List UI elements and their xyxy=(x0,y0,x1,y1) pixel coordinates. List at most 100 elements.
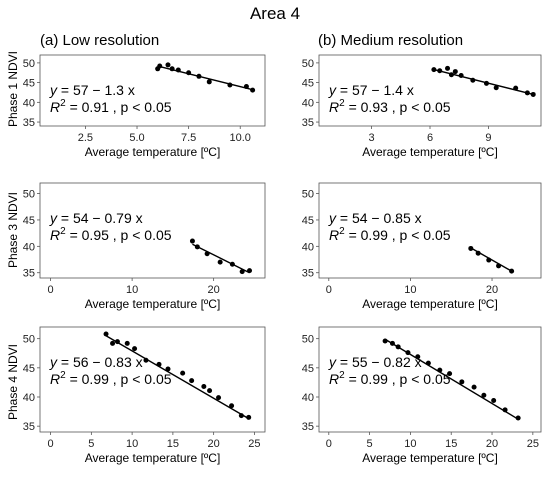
data-point xyxy=(524,90,530,96)
y-tick-label: 50 xyxy=(302,58,314,70)
figure-title: Area 4 xyxy=(250,4,300,23)
x-tick-label: 9 xyxy=(485,132,491,144)
regression-equation: y = 56 − 0.83 x xyxy=(49,354,143,370)
data-point xyxy=(493,85,499,91)
fit-line xyxy=(433,68,534,96)
data-point xyxy=(515,415,521,421)
data-point xyxy=(156,361,162,367)
data-point xyxy=(143,357,149,363)
r-squared-value: = 0.99 , p < 0.05 xyxy=(66,371,172,387)
r-superscript: 2 xyxy=(60,370,66,381)
y-tick-label: 45 xyxy=(302,215,314,227)
data-point xyxy=(194,244,200,250)
data-point xyxy=(217,259,223,265)
fit-line xyxy=(105,335,250,420)
x-tick-label: 3 xyxy=(369,132,375,144)
r-symbol: R xyxy=(329,99,339,115)
data-point xyxy=(459,379,465,385)
x-axis-label: Average temperature [ºC] xyxy=(85,451,221,465)
x-tick-label: 10 xyxy=(404,438,416,450)
data-point xyxy=(227,82,233,88)
y-tick-label: 50 xyxy=(302,189,314,201)
y-tick-label: 50 xyxy=(302,334,314,346)
r-superscript: 2 xyxy=(339,226,345,237)
x-tick-label: 25 xyxy=(248,438,260,450)
plot-frame xyxy=(39,54,266,127)
panel-6: 35 40 45 50 0 5 10 15 20 25 Average temperature [º… xyxy=(302,326,542,465)
x-tick-label: 10.0 xyxy=(230,132,251,144)
r-squared-text: R2 = 0.99 , p < 0.05 xyxy=(329,370,451,387)
column-title-medium: (b) Medium resolution xyxy=(318,32,463,49)
regression-equation: y = 57 − 1.3 x xyxy=(49,82,135,98)
data-point xyxy=(207,388,213,394)
r-squared-text: R2 = 0.99 , p < 0.05 xyxy=(329,226,451,243)
data-point xyxy=(447,371,453,377)
data-point xyxy=(204,251,210,257)
plot-frame xyxy=(318,182,542,279)
r-squared-value: = 0.99 , p < 0.05 xyxy=(345,227,451,243)
data-point xyxy=(481,392,487,398)
data-point xyxy=(216,395,222,401)
data-point xyxy=(475,250,481,256)
r-symbol: R xyxy=(50,99,60,115)
data-point xyxy=(196,73,202,79)
r-symbol: R xyxy=(50,227,60,243)
data-point xyxy=(431,67,437,73)
data-point xyxy=(189,378,195,384)
x-tick-label: 10 xyxy=(404,284,416,296)
data-point xyxy=(110,340,116,346)
data-point xyxy=(452,69,458,75)
data-point xyxy=(491,398,497,403)
data-point xyxy=(389,340,395,346)
y-tick-label: 40 xyxy=(23,97,35,109)
data-point xyxy=(206,79,212,85)
data-point xyxy=(405,350,411,356)
y-tick-label: 40 xyxy=(23,392,35,404)
r-symbol: R xyxy=(329,371,339,387)
x-tick-label: 10 xyxy=(126,438,138,450)
data-point xyxy=(243,84,249,90)
data-point xyxy=(437,367,443,373)
y-tick-label: 35 xyxy=(23,117,35,129)
column-title-low: (a) Low resolution xyxy=(40,32,159,49)
y-tick-label: 40 xyxy=(302,97,314,109)
equation-y: y xyxy=(328,354,337,370)
r-squared-value: = 0.95 , p < 0.05 xyxy=(66,227,172,243)
row-label-phase4: Phase 4 NDVI xyxy=(6,344,20,420)
x-tick-label: 10 xyxy=(126,284,138,296)
equation-y: y xyxy=(328,82,337,98)
data-point xyxy=(395,344,401,350)
plot-frame xyxy=(318,326,542,433)
y-tick-label: 45 xyxy=(302,78,314,90)
data-point xyxy=(132,346,138,352)
r-squared-value: = 0.91 , p < 0.05 xyxy=(66,99,172,115)
x-tick-label: 0 xyxy=(48,438,54,450)
r-symbol: R xyxy=(329,227,339,243)
equation-y: y xyxy=(49,210,58,226)
r-squared-text: R2 = 0.93 , p < 0.05 xyxy=(329,98,451,115)
y-tick-label: 35 xyxy=(302,268,314,280)
x-tick-label: 20 xyxy=(208,284,220,296)
x-tick-label: 5 xyxy=(88,438,94,450)
data-point xyxy=(468,245,474,251)
x-axis-label: Average temperature [ºC] xyxy=(362,297,498,311)
data-point xyxy=(201,384,207,389)
data-point xyxy=(486,257,492,263)
y-tick-label: 45 xyxy=(23,363,35,375)
data-point xyxy=(471,384,477,390)
r-squared-text: R2 = 0.95 , p < 0.05 xyxy=(50,226,172,243)
x-tick-label: 20 xyxy=(486,284,498,296)
equation-y: y xyxy=(49,354,58,370)
x-tick-label: 0 xyxy=(48,284,54,296)
x-axis-label: Average temperature [ºC] xyxy=(85,145,221,159)
x-tick-label: 15 xyxy=(445,438,457,450)
equation-rhs: = 55 − 0.82 x xyxy=(336,354,422,370)
data-point xyxy=(247,268,253,274)
y-tick-label: 35 xyxy=(23,421,35,433)
x-tick-label: 20 xyxy=(208,438,220,450)
row-label-phase3: Phase 3 NDVI xyxy=(6,192,20,268)
r-squared-value: = 0.93 , p < 0.05 xyxy=(345,99,451,115)
plot-frame xyxy=(39,326,266,433)
